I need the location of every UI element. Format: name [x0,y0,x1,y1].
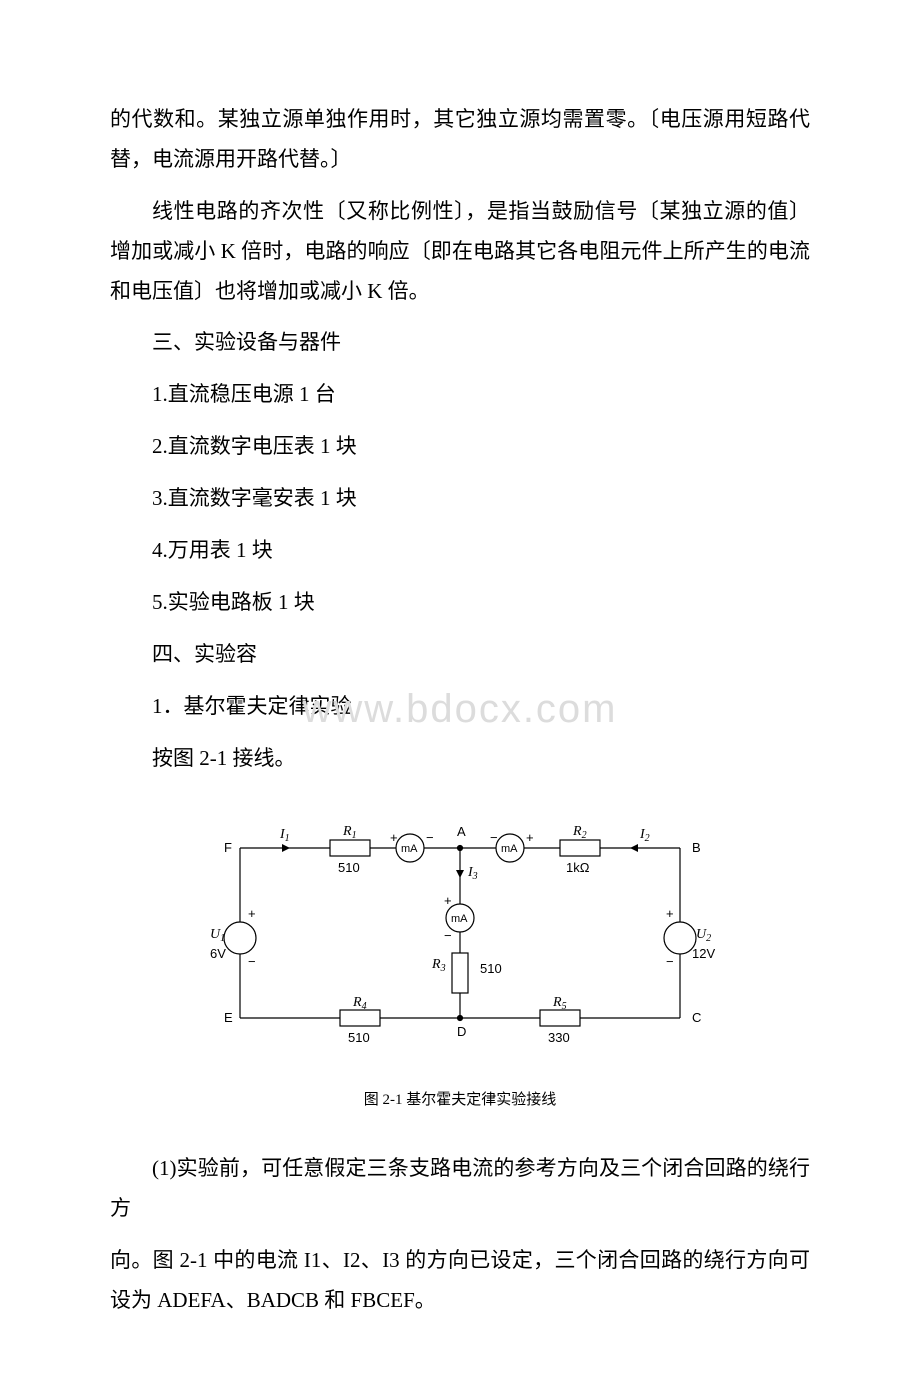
node-label-f: F [224,840,232,855]
resistor-r4-value: 510 [348,1030,370,1045]
resistor-r3-label: R3 [431,957,446,974]
resistor-r4-label: R4 [352,995,367,1012]
equipment-item: 4.万用表 1 块 [110,531,810,571]
meter1-plus: + [390,830,398,845]
paragraph: (1)实验前，可任意假定三条支路电流的参考方向及三个闭合回路的绕行方 [110,1149,810,1229]
resistor-r1-value: 510 [338,860,360,875]
resistor-r2-value: 1kΩ [566,860,590,875]
section-item: 1．基尔霍夫定律实验 [110,687,810,727]
node-label-a: A [457,824,466,839]
node-label-c: C [692,1010,701,1025]
equipment-item: 2.直流数字电压表 1 块 [110,427,810,467]
meter3-minus: − [444,928,452,943]
circuit-diagram: F A B E D C I1 I2 I3 R1 510 R2 1kΩ R3 51… [110,808,810,1068]
source-u1-label: U1 [210,927,225,944]
meter3-plus: + [444,893,452,908]
heading-equipment: 三、实验设备与器件 [110,323,810,363]
source-u2-label: U2 [696,927,711,944]
current-i3: I3 [467,865,478,882]
meter-ma-1: mA [401,843,418,855]
paragraph: 的代数和。某独立源单独作用时，其它独立源均需置零。〔电压源用短路代替，电流源用开… [110,100,810,180]
source-u2-minus: − [666,954,674,969]
meter2-plus: + [526,830,534,845]
node-label-b: B [692,840,701,855]
source-u1-plus: + [248,906,256,921]
current-i1: I1 [279,827,290,844]
node-label-d: D [457,1024,466,1039]
node-label-e: E [224,1010,233,1025]
paragraph: 向。图 2-1 中的电流 I1、I2、I3 的方向已设定，三个闭合回路的绕行方向… [110,1241,810,1321]
heading-content: 四、实验容 [110,635,810,675]
resistor-r2-label: R2 [572,824,587,841]
source-u2-plus: + [666,906,674,921]
equipment-item: 1.直流稳压电源 1 台 [110,375,810,415]
meter2-minus: − [490,830,498,845]
resistor-r5-label: R5 [552,995,567,1012]
diagram-caption: 图 2-1 基尔霍夫定律实验接线 [110,1088,810,1109]
meter-ma-3: mA [451,913,468,925]
source-u2-value: 12V [692,946,715,961]
resistor-r5-value: 330 [548,1030,570,1045]
section-item: 按图 2-1 接线。 [110,739,810,779]
resistor-r3-value: 510 [480,961,502,976]
resistor-r1-label: R1 [342,824,357,841]
meter1-minus: − [426,830,434,845]
meter-ma-2: mA [501,843,518,855]
source-u1-value: 6V [210,946,226,961]
paragraph: 线性电路的齐次性〔又称比例性〕，是指当鼓励信号〔某独立源的值〕增加或减小 K 倍… [110,192,810,312]
current-i2: I2 [639,827,650,844]
source-u1-minus: − [248,954,256,969]
equipment-item: 3.直流数字毫安表 1 块 [110,479,810,519]
equipment-item: 5.实验电路板 1 块 [110,583,810,623]
